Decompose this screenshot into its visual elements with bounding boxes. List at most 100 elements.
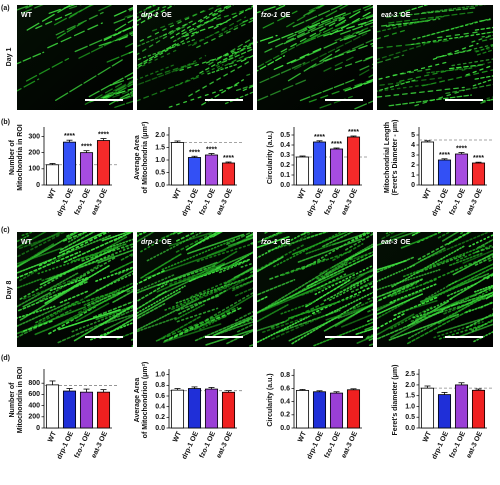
mito-streak [17,232,79,268]
mito-streak [85,269,133,298]
mito-streak [461,60,493,71]
mito-streak [63,289,120,309]
mito-streak [409,247,446,268]
mito-streak [112,290,133,304]
mito-streak [224,266,253,285]
mito-streak [437,31,479,39]
error-bar [333,391,340,394]
mito-streak [436,49,474,59]
x-tick-label: drp-1 OE [181,430,200,460]
mito-streak [205,291,253,321]
significance-label: **** [189,149,200,156]
mito-streak [388,11,477,24]
bar [329,148,344,186]
day-label: Day 8 [6,281,13,300]
mito-streak [152,5,222,32]
y-axis-label: (Feret's Diameter - μm) [392,120,399,196]
x-tick-label: fzo-1 OE [449,430,467,459]
y-tick-label: 0.2 [155,414,165,421]
y-axis-label: Mitochondria in ROI [17,124,24,191]
mito-streak [422,69,493,87]
mito-streak [287,24,318,39]
mito-streak [137,302,166,320]
micrograph: drp-1 OE [137,5,253,110]
x-tick-label: drp-1 OE [56,430,75,460]
mito-streak [157,263,225,297]
error-bar [225,161,232,163]
mito-streak [292,5,344,28]
mito-streak [162,323,222,343]
mito-streak [264,232,283,240]
mito-streak [183,314,229,334]
mito-streak [156,61,198,76]
mito-streak [259,62,306,84]
mito-streak [350,282,373,293]
mito-streak [359,63,373,71]
error-bar [100,389,107,393]
mito-streak [54,5,93,26]
bar [221,162,236,186]
mito-streak [377,43,426,61]
bar [96,391,111,429]
mito-streak [78,292,114,314]
y-tick-label: 0.0 [155,425,165,432]
error-bar [174,388,181,391]
mito-streak [137,232,149,237]
bar [79,391,94,429]
x-tick-label: eat-3 OE [466,430,484,459]
mito-streak [299,79,355,102]
error-bar [441,158,448,160]
significance-label: **** [331,141,342,148]
mito-streak [53,294,119,328]
mito-streak [377,310,444,340]
image-title-suffix: WT [21,12,33,19]
mito-streak [257,34,278,43]
mito-streak [233,268,253,279]
mito-streak [306,254,373,287]
bar [295,390,310,429]
mito-streak [231,280,253,292]
mito-streak [59,289,90,304]
mito-streak [137,285,186,314]
mito-streak [17,301,70,327]
significance-label: **** [64,133,75,140]
y-tick-label: 0 [36,182,40,189]
mito-streak [377,289,425,310]
image-title-gene: drp-1 [141,12,159,19]
day-label: Day 1 [6,48,13,67]
mito-streak [156,262,226,293]
error-bar [299,389,306,391]
bar [170,142,185,186]
mito-streak [59,234,112,257]
mito-streak [257,232,309,259]
image-title-gene: eat-3 [381,12,397,19]
mito-streak [176,294,221,312]
y-tick-label: 1.0 [155,372,165,379]
x-tick-label: eat-3 OE [341,187,359,216]
mito-streak [168,307,242,341]
mito-streak [344,28,373,41]
mito-streak [214,267,253,292]
mito-streak [257,235,290,249]
mito-streak [17,258,53,274]
error-bar [475,388,482,391]
image-title-gene: eat-3 [381,239,397,246]
mito-streak [17,234,30,243]
image-title-gene: fzo-1 [261,239,277,246]
error-bar [83,150,90,153]
micrograph: fzo-1 OE [257,5,373,110]
mito-streak [176,307,219,323]
mito-streak [26,5,72,31]
mito-streak [470,320,493,331]
mito-streak [331,243,373,268]
mito-streak [314,264,373,296]
significance-label: **** [81,144,92,151]
streaks [257,5,373,110]
mito-streak [322,232,354,248]
mito-streak [175,233,212,253]
mito-streak [492,308,493,310]
image-title: eat-3 OE [381,239,411,246]
streaks [17,232,133,347]
mito-streak [199,310,236,331]
mito-streak [352,78,373,89]
